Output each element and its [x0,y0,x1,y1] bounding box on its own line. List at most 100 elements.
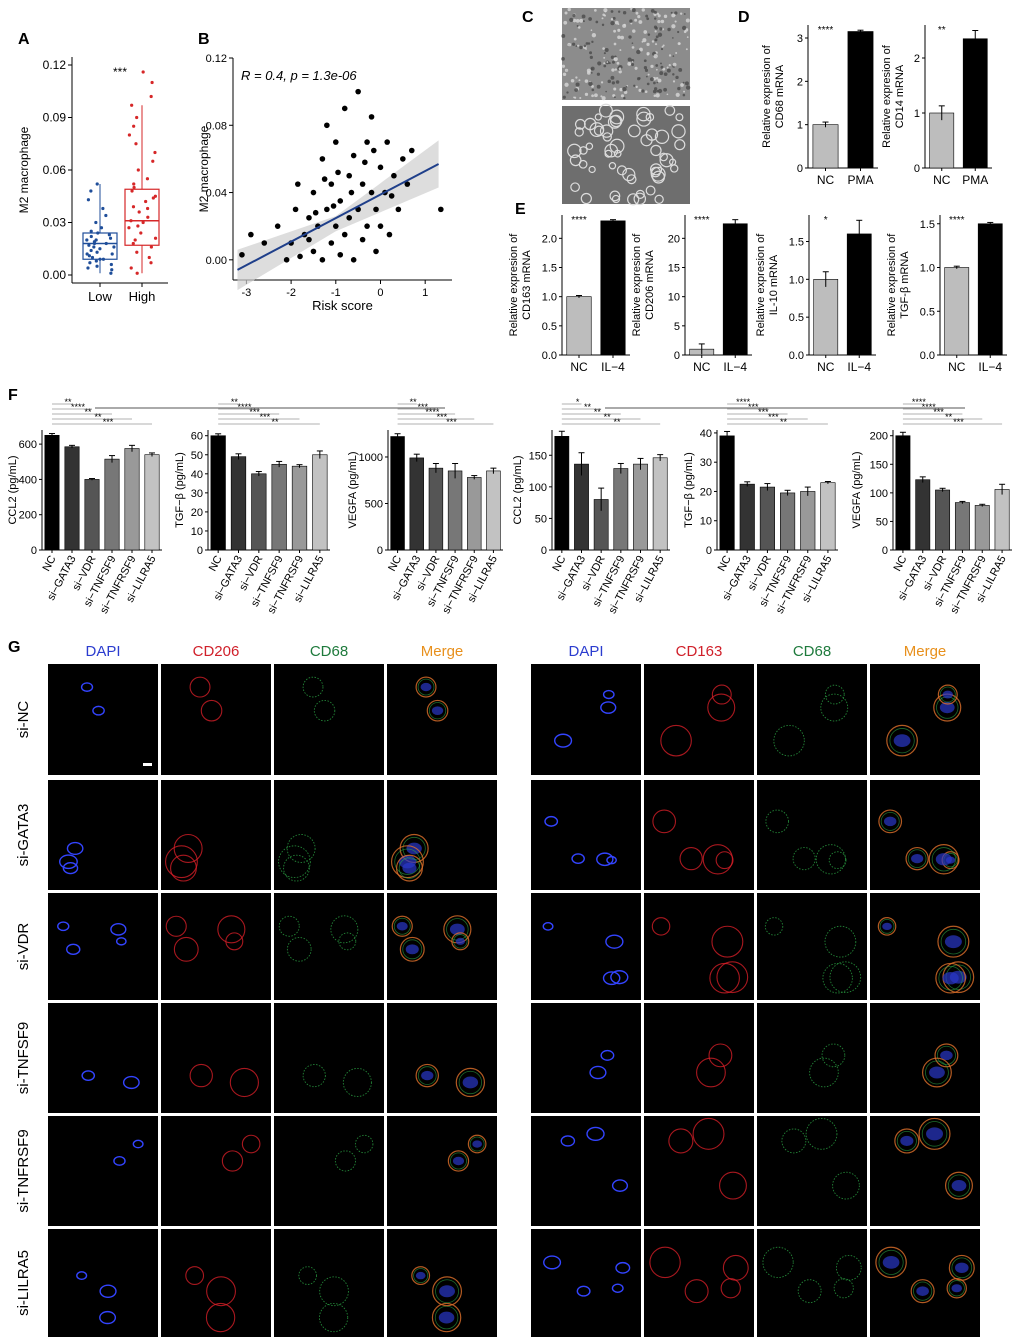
cell-dot [644,90,648,94]
cell-dot [584,79,589,83]
cell-dot [662,67,666,71]
merge-nucleus [882,922,892,931]
x-tick-label: -1 [331,287,341,299]
merge-nucleus [472,1140,482,1148]
x-tick-label: IL−4 [723,360,747,374]
cell-dot [660,47,664,51]
merge-membrane [426,699,449,722]
merge-green [413,1268,429,1284]
cell-dot [656,89,659,93]
cell-dot [572,13,576,18]
micrograph-tile [48,893,158,1000]
cell-ring [650,166,661,178]
significance-label: *** [260,412,271,422]
cell-dot [660,19,665,24]
cell-dot [620,94,625,98]
cell-dot [684,81,689,86]
y-tick-label: 2 [914,53,920,65]
y-axis-label: M2 macrophage [197,125,211,212]
cell-dot [631,62,635,67]
cell-dot [651,40,655,43]
merge-nucleus [402,862,417,874]
cell-ring [627,124,641,138]
cell-dot [590,29,593,32]
data-point [362,159,368,166]
nucleus [81,1070,96,1081]
x-tick-label: 0 [377,287,383,299]
cell-dot [628,35,632,39]
merge-green [896,1130,917,1151]
y-axis-label: TGF−β (pg/mL) [683,452,695,528]
cell-dot [575,45,578,47]
merge-green [936,1045,956,1065]
data-point [110,268,114,272]
membrane [206,1276,236,1307]
cell-dot [678,68,683,72]
y-tick-label: 1.0 [542,292,557,304]
cell-dot [600,81,604,84]
cell-dot [591,40,594,44]
y-tick-label: 20 [191,507,203,519]
data-point [149,245,153,249]
cell-dot [663,14,668,19]
bar-4 [124,448,140,551]
cell-dot [668,54,672,57]
data-point [86,198,91,202]
cell-dot [635,85,638,89]
data-point [127,133,132,137]
data-point [98,257,102,261]
membrane [696,1057,726,1088]
cell-dot [623,96,626,100]
cell-ring [636,106,651,122]
membrane [828,851,847,870]
y-tick-label: 0 [377,545,383,557]
cell-dot [646,82,650,86]
cell-dot [600,95,603,98]
y-tick-label: 15 [668,263,680,275]
merge-green [948,1280,965,1297]
y-tick-label: 1.5 [789,236,804,248]
nucleus [611,1283,624,1293]
column-header-dapi: DAPI [85,643,120,660]
cell-dot [611,60,615,64]
cell-dot [636,77,641,81]
merge-green [939,686,956,703]
cell-dot [685,18,690,23]
thp1-pma-micrograph [562,106,690,204]
significance-label: *** [249,407,260,417]
merge-green [398,857,421,879]
bar-1 [739,483,755,551]
cell-dot [655,35,659,39]
cell-ring [598,103,613,118]
cell-dot [616,61,620,65]
membrane [668,1128,694,1154]
cell-dot [584,92,589,97]
cell-dot [682,93,686,97]
significance-label: ** [604,412,612,422]
data-point [359,236,366,243]
merge-membrane [944,1171,973,1200]
y-tick-label: 0 [31,545,37,557]
y-tick-label: 400 [19,474,37,486]
merge-membrane [948,1254,975,1281]
data-point [85,252,89,256]
y-tick-label: 30 [191,488,203,500]
y-tick-label: 2 [797,76,803,88]
cell-dot [660,62,662,65]
cell-dot [632,29,636,33]
data-point [337,251,344,258]
data-point [386,231,393,238]
membrane [330,915,359,944]
cell-dot [666,66,669,69]
cell-dot [591,94,594,98]
nucleus [544,815,559,827]
y-tick-label: 3 [797,33,803,45]
merge-membrane [910,1279,935,1304]
merge-green [913,1281,933,1301]
y-tick-label: 50 [876,516,888,528]
cell-ring [654,194,664,205]
bar-4 [467,477,482,551]
merge-nucleus [916,1286,929,1296]
cell-ring [599,124,614,138]
nucleus [553,733,573,748]
